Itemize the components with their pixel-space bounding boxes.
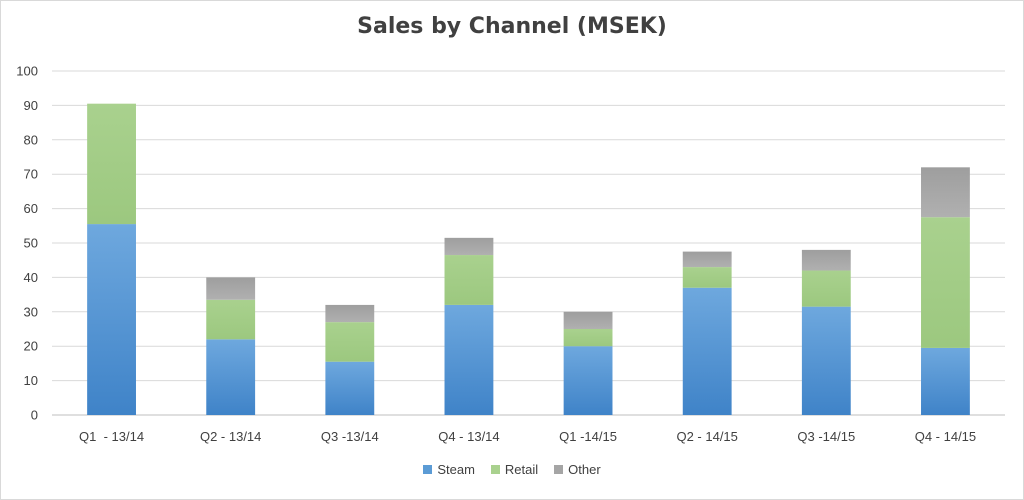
legend: Steam Retail Other xyxy=(0,462,1024,477)
y-tick-label: 40 xyxy=(24,270,38,285)
y-tick-label: 100 xyxy=(16,64,38,79)
bar-steam-6 xyxy=(682,287,732,415)
legend-swatch xyxy=(554,465,564,474)
y-tick-label: 30 xyxy=(24,304,38,319)
bar-retail-2 xyxy=(206,299,256,340)
bar-retail-5 xyxy=(563,329,613,347)
legend-item-other: Other xyxy=(554,462,601,477)
bar-other-7 xyxy=(801,249,851,271)
bar-steam-1 xyxy=(87,224,136,415)
y-tick-label: 90 xyxy=(24,98,38,113)
y-tick-label: 10 xyxy=(24,373,38,388)
bar-other-6 xyxy=(682,251,732,268)
x-tick-label: Q3 -14/15 xyxy=(797,429,855,444)
bar-other-2 xyxy=(206,277,256,300)
chart-title: Sales by Channel (MSEK) xyxy=(357,14,667,39)
x-tick-label: Q4 - 14/15 xyxy=(915,429,976,444)
bar-other-3 xyxy=(325,304,375,323)
bar-steam-3 xyxy=(325,361,375,415)
bar-retail-8 xyxy=(921,217,970,348)
bar-other-5 xyxy=(563,311,613,329)
x-tick-label: Q1 - 13/14 xyxy=(79,429,144,444)
legend-swatch xyxy=(423,465,433,474)
bar-retail-1 xyxy=(87,103,136,225)
x-tick-label: Q2 - 13/14 xyxy=(200,429,261,444)
bar-retail-4 xyxy=(444,255,494,305)
y-tick-label: 20 xyxy=(24,339,38,354)
bar-steam-5 xyxy=(563,346,613,415)
legend-label: Other xyxy=(568,462,601,477)
bar-steam-2 xyxy=(206,339,256,415)
y-tick-label: 80 xyxy=(24,132,38,147)
x-tick-label: Q3 -13/14 xyxy=(321,429,379,444)
legend-label: Retail xyxy=(504,462,539,477)
legend-item-steam: Steam xyxy=(423,462,475,477)
x-tick-label: Q2 - 14/15 xyxy=(676,429,737,444)
bar-retail-6 xyxy=(682,267,732,288)
y-tick-label: 60 xyxy=(24,201,38,216)
bar-retail-7 xyxy=(801,270,851,307)
y-tick-label: 50 xyxy=(24,236,38,251)
bar-steam-8 xyxy=(921,347,970,415)
bar-steam-7 xyxy=(801,306,851,415)
bar-other-4 xyxy=(444,237,494,256)
bar-retail-3 xyxy=(325,322,375,362)
bar-steam-4 xyxy=(444,304,494,415)
legend-label: Steam xyxy=(437,462,475,477)
y-tick-label: 70 xyxy=(24,167,38,182)
bar-other-8 xyxy=(921,167,970,218)
legend-swatch xyxy=(490,465,500,474)
y-tick-label: 0 xyxy=(31,408,38,423)
x-tick-label: Q1 -14/15 xyxy=(559,429,617,444)
x-tick-label: Q4 - 13/14 xyxy=(438,429,499,444)
legend-item-retail: Retail xyxy=(490,462,539,477)
